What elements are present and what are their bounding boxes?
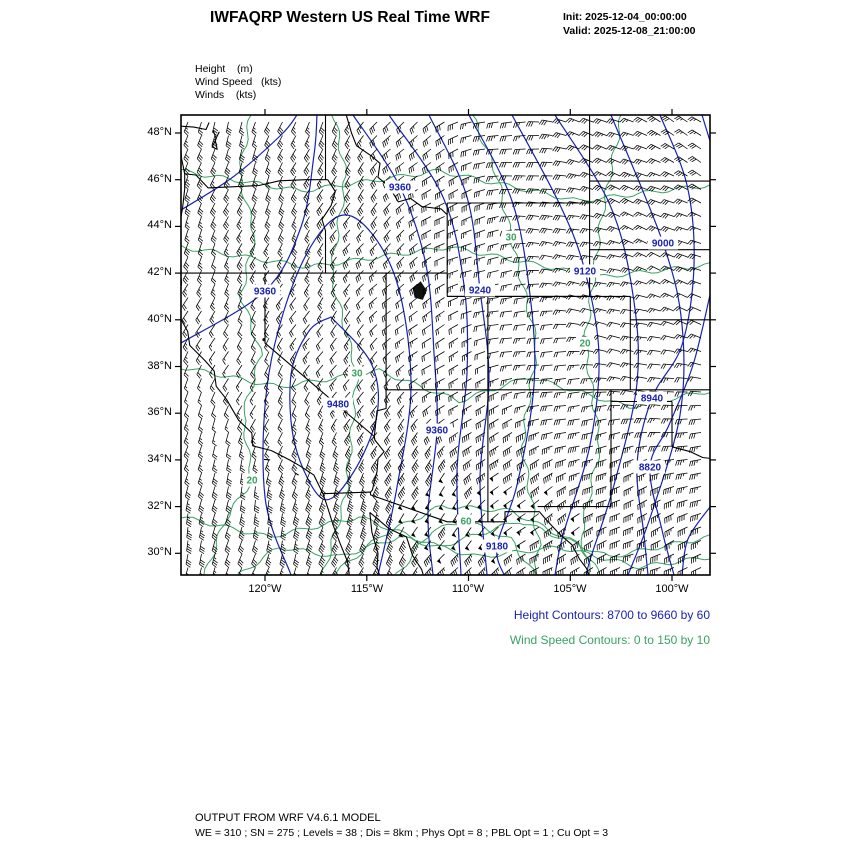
height-contour-label-8940: 8940: [637, 391, 667, 405]
wind-speed-contour-label-20: 20: [243, 473, 261, 487]
height-contour-8940: [636, 115, 695, 575]
lon-axis-label: 100°W: [655, 583, 689, 595]
state-border: [373, 389, 387, 437]
height-contour-range-note: Height Contours: 8700 to 9660 by 60: [513, 608, 710, 622]
height-contour-label-9360: 9360: [385, 180, 415, 194]
legend-winds: Winds (kts): [195, 89, 257, 101]
state-border: [294, 472, 299, 476]
wind-speed-contour-20: [181, 245, 710, 278]
wind-speed-contour-30: [181, 516, 710, 558]
lat-axis-label: 48°N: [147, 126, 172, 138]
svg-text:9000: 9000: [652, 239, 675, 250]
height-contour-9360: [181, 115, 318, 344]
wind-speed-contour-10: [237, 535, 710, 574]
height-contour-label-9120: 9120: [570, 264, 600, 278]
height-contour-label-8820: 8820: [635, 460, 665, 474]
svg-text:9180: 9180: [486, 542, 509, 553]
legend-wind-speed: Wind Speed (kts): [195, 76, 282, 88]
wind-speed-contour-label-20: 20: [576, 336, 594, 350]
lon-axis-label: 115°W: [350, 583, 384, 595]
height-contour-label-9180: 9180: [482, 539, 512, 553]
svg-text:9120: 9120: [574, 267, 597, 278]
svg-text:9360: 9360: [426, 426, 449, 437]
lat-axis-label: 36°N: [147, 406, 172, 418]
height-contour-9300: [388, 115, 469, 575]
wind-speed-contour-label-60: 60: [457, 514, 475, 528]
wind-speed-contour-30: [181, 368, 710, 409]
map-layers: 20 30 30 60 20 9360 9480 9360 9360 9240 9180 9120 90…: [181, 115, 710, 575]
height-contour-label-9480: 9480: [323, 397, 353, 411]
axis-ticks: [175, 109, 716, 581]
map-frame: [180, 114, 711, 576]
height-contour-label-9240: 9240: [465, 283, 495, 297]
state-border: [345, 115, 448, 216]
init-time-label: Init: 2025-12-04_00:00:00: [563, 11, 687, 23]
lat-axis-label: 34°N: [147, 453, 172, 465]
wind-speed-contour-label-30: 30: [502, 230, 520, 244]
svg-text:20: 20: [579, 339, 591, 350]
height-contour-8880: [701, 115, 710, 142]
great-salt-lake: [412, 281, 427, 300]
lake-tahoe: [262, 338, 266, 342]
state-border: [369, 512, 381, 575]
height-contour-8820: [649, 294, 710, 575]
height-contour-label-9000: 9000: [648, 236, 678, 250]
svg-text:8940: 8940: [641, 394, 664, 405]
svg-text:8820: 8820: [639, 463, 662, 474]
lat-axis-label: 44°N: [147, 219, 172, 231]
state-border: [184, 173, 328, 189]
svg-text:20: 20: [246, 476, 258, 487]
height-contour-label-9360: 9360: [422, 423, 452, 437]
wind-speed-contour-30: [320, 115, 360, 575]
valid-time-label: Valid: 2025-12-08_21:00:00: [563, 25, 696, 37]
lat-axis-label: 46°N: [147, 173, 172, 185]
svg-text:9480: 9480: [327, 400, 350, 411]
svg-text:9360: 9360: [389, 183, 412, 194]
lat-axis-label: 32°N: [147, 500, 172, 512]
height-contour-8760: [681, 506, 710, 575]
state-border: [181, 122, 210, 131]
svg-text:60: 60: [460, 517, 472, 528]
wind-speed-contour-10: [181, 168, 710, 203]
lat-axis-label: 42°N: [147, 266, 172, 278]
state-border: [322, 491, 590, 575]
wind-barbs-layer: [182, 115, 702, 575]
state-border: [264, 273, 385, 493]
svg-text:9360: 9360: [254, 287, 277, 298]
legend-height: Height (m): [195, 63, 253, 75]
svg-text:30: 30: [505, 233, 517, 244]
svg-text:9240: 9240: [469, 286, 492, 297]
wind-speed-contour-40: [334, 504, 601, 575]
wind-speed-contour-20: [203, 115, 263, 575]
state-border: [321, 179, 336, 274]
svg-text:30: 30: [351, 369, 363, 380]
lat-axis-label: 38°N: [147, 360, 172, 372]
wind-speed-contour-30: [472, 115, 542, 575]
state-border: [369, 511, 424, 575]
lon-axis-label: 110°W: [451, 583, 485, 595]
wind-speed-contour-label-30: 30: [348, 366, 366, 380]
lat-axis-label: 30°N: [147, 546, 172, 558]
height-contour-label-9360: 9360: [250, 284, 280, 298]
model-config-note: WE = 310 ; SN = 275 ; Levels = 38 ; Dis …: [195, 827, 609, 839]
lat-axis-label: 40°N: [147, 313, 172, 325]
height-contour-9000: [610, 115, 685, 575]
page-title: IWFAQRP Western US Real Time WRF: [210, 9, 490, 26]
lon-axis-label: 105°W: [553, 583, 587, 595]
lon-axis-label: 120°W: [248, 583, 282, 595]
wind-speed-contour-range-note: Wind Speed Contours: 0 to 150 by 10: [509, 633, 710, 647]
model-output-note: OUTPUT FROM WRF V4.6.1 MODEL: [195, 812, 381, 824]
state-border: [671, 446, 710, 459]
height-contour-9240: [428, 115, 490, 575]
height-contour-9300: [181, 115, 298, 211]
